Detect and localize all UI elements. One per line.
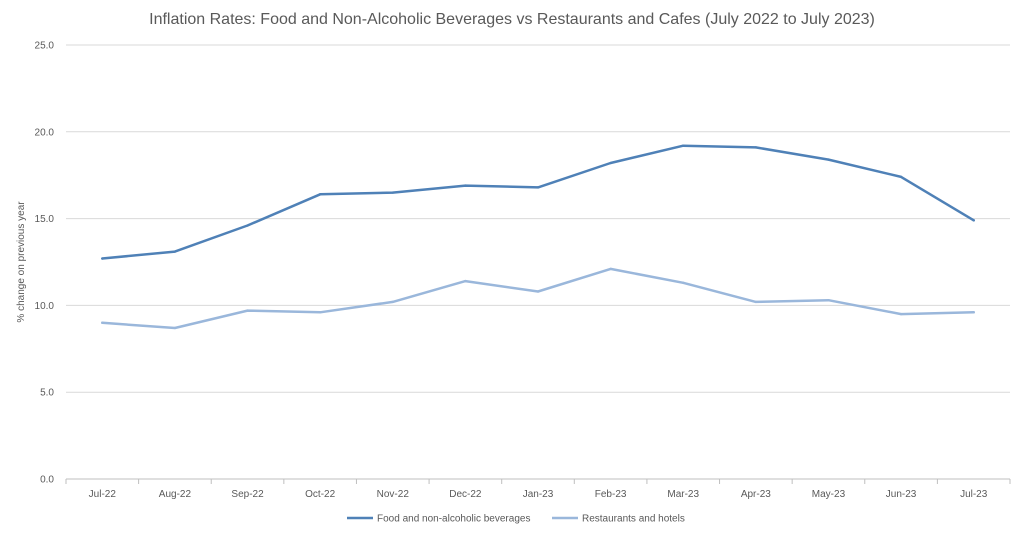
data-point [899,175,903,179]
legend: Food and non-alcoholic beverages Restaura… [347,514,685,525]
data-point [827,158,830,161]
legend-label: Restaurants and hotels [582,514,685,525]
y-tick-label: 5.0 [40,388,54,399]
y-tick-label: 0.0 [40,475,54,486]
data-point [246,224,249,227]
x-tick-label: Feb-23 [595,489,627,500]
data-point [101,321,104,324]
data-point [391,191,394,194]
x-tick-label: Apr-23 [741,489,771,500]
data-point [609,161,612,165]
series-lines [101,144,975,330]
data-point [754,300,758,304]
data-point [173,326,177,330]
data-point [318,311,322,314]
data-point [972,311,975,314]
x-axis-ticks: Jul-22 Aug-22 Sep-22 Oct-22 Nov-22 Dec-22 Jan-… [65,479,1011,500]
x-tick-label: May-23 [812,489,846,500]
data-point [318,193,322,196]
x-tick-label: Jan-23 [523,489,554,500]
x-tick-label: Nov-22 [377,489,410,500]
x-tick-label: Jun-23 [886,489,917,500]
data-point [173,250,177,253]
y-tick-label: 25.0 [35,41,55,52]
data-point [682,144,685,147]
x-tick-label: Jul-22 [89,489,117,500]
x-tick-label: Oct-22 [305,489,335,500]
series-line-1 [101,144,975,260]
y-axis-title: % change on previous year [16,201,27,323]
y-tick-label: 20.0 [35,127,55,138]
data-point [754,146,758,149]
y-tick-label: 15.0 [35,214,55,225]
x-tick-label: Jul-23 [960,489,988,500]
y-axis-ticks: 0.0 5.0 10.0 15.0 20.0 25.0 [35,41,55,486]
x-tick-label: Aug-22 [159,489,192,500]
data-point [464,279,467,283]
data-point [536,186,540,189]
data-point [972,219,975,222]
data-point [682,281,685,285]
x-tick-label: Dec-22 [449,489,482,500]
x-tick-label: Sep-22 [231,489,264,500]
data-point [101,257,104,260]
y-tick-label: 10.0 [35,301,55,312]
data-point [246,309,249,312]
data-point [827,298,830,302]
data-point [899,312,903,316]
data-point [536,290,540,293]
chart-title: Inflation Rates: Food and Non-Alcoholic … [149,11,875,28]
data-point [464,184,467,187]
x-tick-label: Mar-23 [667,489,699,500]
legend-label: Food and non-alcoholic beverages [377,514,530,525]
series-line-2 [101,267,975,330]
data-point [609,267,612,271]
data-point [391,300,394,304]
gridlines [66,44,1010,480]
